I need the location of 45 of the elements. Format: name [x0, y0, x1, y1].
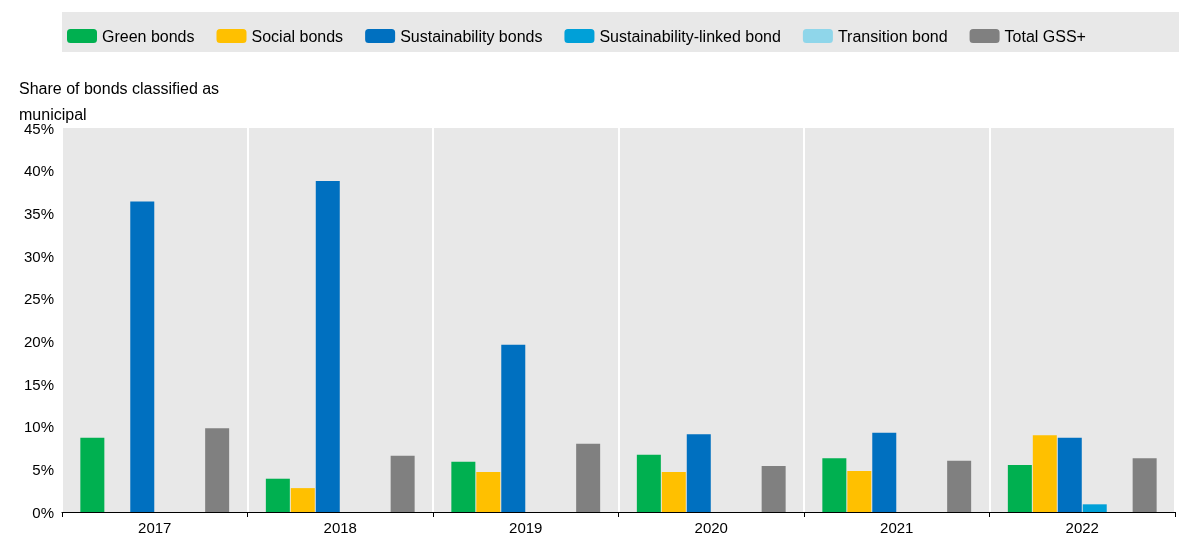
- legend-label: Transition bond: [837, 27, 948, 45]
- legend-label: Total GSS+: [1004, 27, 1086, 45]
- y-tick-label: 5%: [32, 460, 54, 478]
- y-tick-label: 40%: [23, 162, 54, 180]
- bar: [822, 458, 847, 512]
- bar: [1082, 504, 1107, 512]
- x-tick-label: 2019: [509, 519, 543, 536]
- bar: [1007, 465, 1032, 512]
- legend-label: Sustainability-linked bond: [599, 27, 781, 45]
- bar: [686, 434, 711, 512]
- bar: [947, 460, 972, 512]
- bar: [390, 455, 415, 512]
- bar: [761, 465, 786, 512]
- bar: [265, 478, 290, 512]
- bar: [661, 471, 686, 512]
- y-tick-label: 10%: [23, 418, 54, 436]
- bar: [576, 443, 601, 512]
- bar: [315, 180, 340, 512]
- bar: [1032, 435, 1057, 512]
- bar: [872, 432, 897, 512]
- x-tick-label: 2022: [1065, 519, 1099, 536]
- y-tick-label: 25%: [23, 290, 54, 308]
- x-tick-label: 2020: [694, 519, 728, 536]
- bar: [290, 488, 315, 512]
- bar: [1057, 437, 1082, 512]
- x-tick-label: 2017: [138, 519, 172, 536]
- bar: [80, 437, 105, 512]
- bar: [451, 461, 476, 512]
- bar: [1132, 458, 1157, 512]
- bar: [205, 428, 230, 512]
- bar: [847, 471, 872, 512]
- legend-label: Sustainability bonds: [400, 27, 543, 45]
- y-tick-label: 15%: [23, 375, 54, 393]
- bar: [501, 344, 526, 512]
- bar: [130, 201, 155, 512]
- y-tick-label: 35%: [23, 204, 54, 222]
- bar: [476, 471, 501, 512]
- legend-label: Social bonds: [251, 27, 344, 45]
- y-tick-label: 30%: [23, 247, 54, 265]
- x-tick-label: 2021: [880, 519, 914, 536]
- y-tick-label: 20%: [23, 332, 54, 350]
- bar: [636, 454, 661, 512]
- legend-label: Green bonds: [102, 27, 195, 45]
- y-tick-label: 0%: [32, 503, 54, 521]
- x-tick-label: 2018: [323, 519, 357, 536]
